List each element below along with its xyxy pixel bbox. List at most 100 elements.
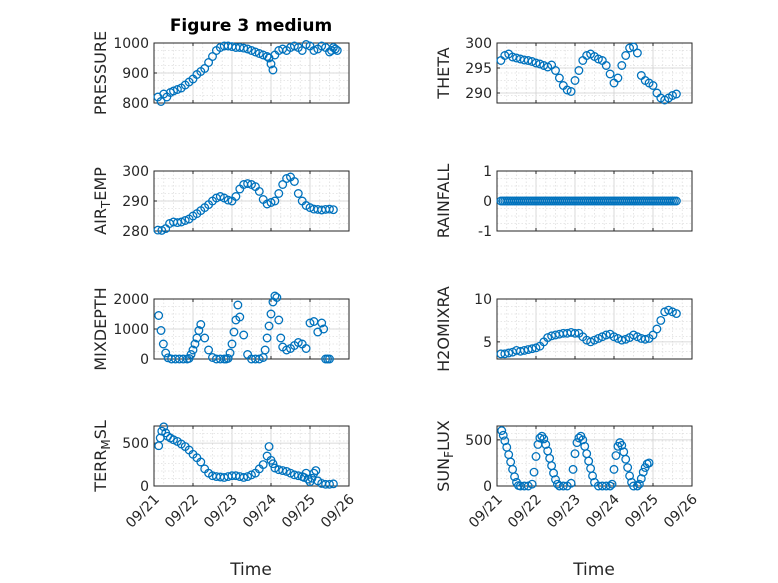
data-point <box>180 216 190 225</box>
data-point <box>204 345 214 355</box>
data-point <box>309 468 319 478</box>
data-point <box>623 463 633 472</box>
data-point <box>272 293 282 302</box>
y-tick-label: 0 <box>140 479 149 495</box>
data-point <box>194 326 204 335</box>
data-point <box>648 330 658 340</box>
axes-frame <box>153 170 350 232</box>
y-axis-label: SUNFLUX <box>434 420 456 492</box>
data-point <box>303 474 313 484</box>
data-point <box>159 422 169 432</box>
data-point <box>566 478 576 488</box>
data-point <box>317 41 327 51</box>
data-point <box>297 46 307 55</box>
data-point <box>154 311 164 320</box>
data-point <box>266 59 276 69</box>
subplot-air-temp: 280 290 300 AIRTEMP <box>91 164 350 240</box>
data-point <box>570 328 580 338</box>
data-point <box>541 440 551 449</box>
y-tick-label: 290 <box>122 194 149 210</box>
x-axis-label-left: Time <box>229 560 272 580</box>
data-point <box>539 434 549 444</box>
data-point <box>613 73 623 83</box>
data-point <box>621 51 631 60</box>
data-point <box>247 46 256 55</box>
data-point <box>609 464 619 474</box>
data-point <box>223 195 233 205</box>
x-tick-label: 09/24 <box>583 491 623 531</box>
data-point <box>270 196 280 206</box>
data-point <box>258 460 268 470</box>
y-axis-label: TERRMSL <box>91 420 113 493</box>
data-point <box>570 449 580 459</box>
y-tick-label: 2000 <box>113 292 149 308</box>
data-point <box>276 333 286 343</box>
data-point <box>307 473 317 483</box>
data-point <box>527 344 537 354</box>
data-point <box>278 180 288 189</box>
data-point <box>301 40 311 49</box>
subplot-terr-msl: 0 500 TERRMSL 09/21 09/22 09/23 09/24 09/25 09/2… <box>91 420 358 531</box>
y-tick-label: 0 <box>140 352 149 368</box>
subplot-theta: 290 295 300 THETA <box>434 36 693 105</box>
data-point <box>632 48 642 58</box>
data-point <box>593 54 603 64</box>
data-point <box>196 457 206 467</box>
y-tick-label: -1 <box>478 224 492 240</box>
x-tick-label: 09/24 <box>240 491 280 531</box>
data-point <box>578 435 588 445</box>
data-point <box>266 198 276 207</box>
x-tick-label: 09/25 <box>279 492 319 532</box>
data-point <box>605 481 615 491</box>
data-point <box>554 73 564 83</box>
data-point <box>200 64 210 73</box>
data-point <box>512 53 521 63</box>
data-point <box>204 58 214 67</box>
data-point <box>158 339 168 349</box>
data-point <box>510 472 519 482</box>
data-point <box>601 481 611 491</box>
axes-frame <box>496 298 693 360</box>
data-point <box>332 46 342 55</box>
data-point <box>254 49 264 58</box>
data-point <box>225 348 235 358</box>
data-point <box>568 464 578 474</box>
data-point <box>621 454 631 464</box>
data-point <box>317 318 327 328</box>
data-point <box>282 345 292 355</box>
data-point <box>266 309 276 319</box>
data-point <box>551 66 560 75</box>
y-tick-label: 280 <box>122 224 149 240</box>
data-point <box>668 91 677 100</box>
data-point <box>611 451 621 460</box>
data-point <box>200 333 210 343</box>
data-point <box>289 177 299 186</box>
y-tick-label: 290 <box>465 86 492 102</box>
subplot-sun-flux: 0 500 SUNFLUX 09/21 09/22 09/23 09/24 09/25 09/2… <box>434 420 701 531</box>
data-point <box>172 85 182 94</box>
data-point <box>588 471 597 481</box>
data-point <box>605 69 615 79</box>
subplot-rainfall: -1 0 1 RAINFALL <box>434 164 693 240</box>
axes-frame <box>153 42 350 104</box>
data-point <box>500 436 510 446</box>
data-point <box>625 43 635 53</box>
data-point <box>262 199 272 209</box>
data-point <box>527 479 537 489</box>
data-point <box>640 334 650 344</box>
y-tick-label: 1 <box>483 164 492 180</box>
x-tick-label: 09/21 <box>123 492 163 532</box>
data-point <box>574 66 584 75</box>
data-point <box>535 59 545 69</box>
data-point <box>531 452 541 461</box>
data-point <box>629 42 638 52</box>
x-tick-label: 09/21 <box>466 492 506 532</box>
data-point <box>186 350 196 359</box>
y-axis-label: PRESSURE <box>91 31 110 115</box>
y-tick-label: 800 <box>122 96 149 112</box>
data-point <box>551 475 560 484</box>
y-tick-label: 300 <box>122 164 149 180</box>
data-point <box>566 87 576 96</box>
